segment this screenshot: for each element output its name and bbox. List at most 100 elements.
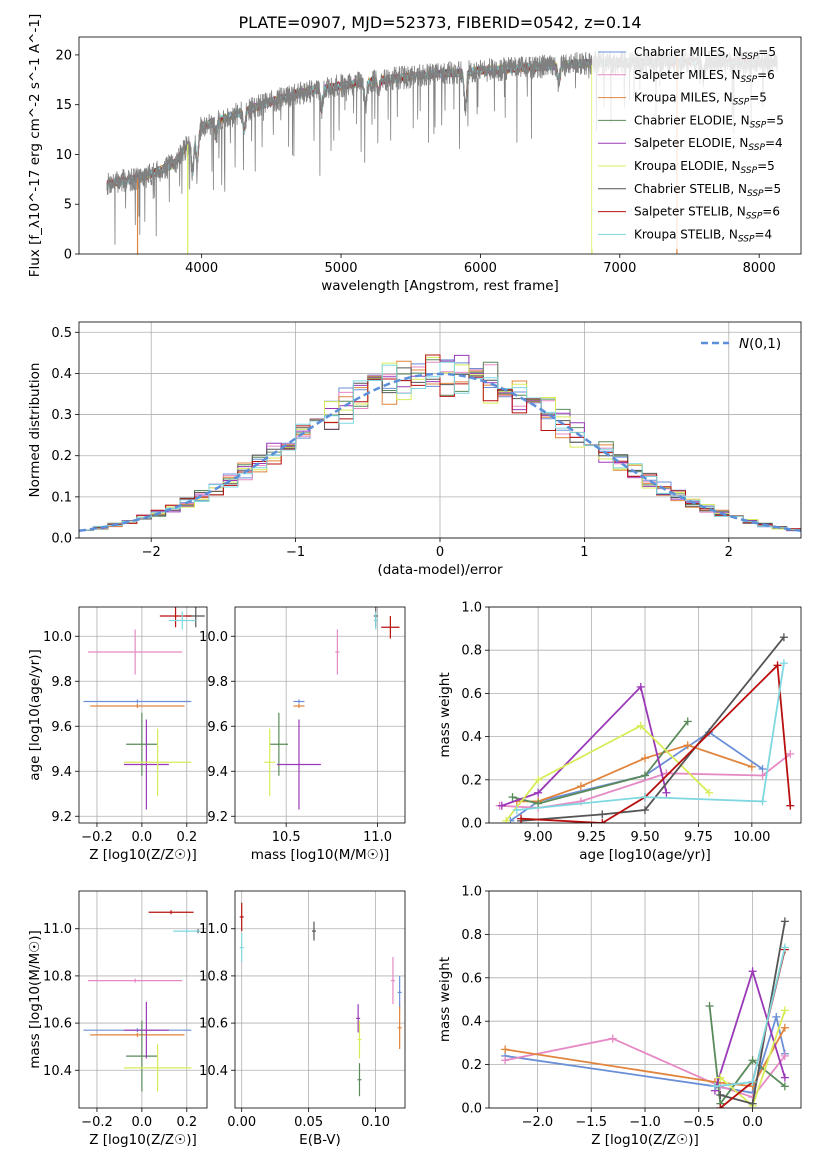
legend-background xyxy=(592,41,797,249)
tick-label-y: 9.6 xyxy=(207,720,228,735)
legend-entry: Salpeter ELODIE, NSSP=4 xyxy=(634,136,783,153)
tick-label-y: 10.8 xyxy=(43,969,72,984)
x-axis-label: Z [log10(Z/Z☉)] xyxy=(89,847,197,863)
tick-label-y: 0.4 xyxy=(51,367,72,382)
tick-label-y: 0.0 xyxy=(461,1102,482,1117)
tick-label-x: 9.50 xyxy=(631,830,660,845)
tick-label-y: 0.4 xyxy=(461,1015,482,1030)
tick-label-y: 0.1 xyxy=(51,490,72,505)
tick-label-y: 0.3 xyxy=(51,408,72,423)
tick-label-y: 5 xyxy=(64,198,72,213)
plot-area xyxy=(83,607,205,810)
mass-weight-line xyxy=(516,663,785,811)
legend-entry: N(0,1) xyxy=(739,336,781,352)
panel-mass-vs-Z: −0.2 0.0 0.2 10.4 10.6 10.8 11.0 Z [log10(Z/Z☉)… xyxy=(27,890,208,1148)
tick-label-x: −1.5 xyxy=(575,1115,607,1130)
tick-label-y: 10.6 xyxy=(199,1017,228,1032)
histogram-step-line xyxy=(79,361,801,538)
tick-label-x: −0.2 xyxy=(81,830,113,845)
tick-label-y: 1.0 xyxy=(461,885,482,900)
tick-label-x: 2 xyxy=(725,545,733,560)
tick-label-y: 0.8 xyxy=(461,644,482,659)
panel-age-vs-mass: 10.5 11.0 9.2 9.4 9.6 9.8 10.0 mass [log10(M/M☉… xyxy=(199,606,406,863)
tick-label-y: 9.4 xyxy=(207,765,228,780)
legend-entry: Salpeter MILES, NSSP=6 xyxy=(634,68,775,85)
tick-label-y: 0.2 xyxy=(461,1058,482,1073)
tick-label-y: 0.0 xyxy=(51,532,72,547)
mass-weight-line xyxy=(505,724,710,822)
axes-frame xyxy=(234,606,406,824)
tick-label-x: 0.0 xyxy=(742,1115,763,1130)
tick-label-y: 11.0 xyxy=(199,922,228,937)
axes-frame xyxy=(78,890,208,1109)
tick-label-x: −2.0 xyxy=(522,1115,554,1130)
tick-label-y: 0.2 xyxy=(461,773,482,788)
plot-area xyxy=(264,607,400,810)
axes-frame xyxy=(488,890,802,1109)
tick-label-y: 9.2 xyxy=(207,810,228,825)
x-axis-label: (data-model)/error xyxy=(377,562,503,578)
axes-frame xyxy=(78,36,802,255)
tick-label-x: 0.2 xyxy=(176,830,197,845)
mass-weight-line xyxy=(512,720,689,805)
panel-mass-vs-EBV: 0.00 0.05 0.10 10.4 10.6 10.8 11.0 E(B-V) xyxy=(199,890,406,1148)
legend-entry: Chabrier ELODIE, NSSP=5 xyxy=(634,113,784,130)
panel-residuals: −2 −1 0 1 2 0.0 0.1 0.2 0.3 0.4 0.5 (data-model)/er… xyxy=(27,321,802,578)
axes-frame xyxy=(78,606,208,824)
tick-label-y: 0.4 xyxy=(461,730,482,745)
tick-label-y: 0.2 xyxy=(51,449,72,464)
x-axis-label: Z [log10(Z/Z☉)] xyxy=(591,1132,699,1148)
tick-label-x: 4000 xyxy=(185,261,218,276)
histogram-step-line xyxy=(79,354,801,538)
tick-label-y: 10.0 xyxy=(199,630,228,645)
tick-label-x: 0.0 xyxy=(132,1115,153,1130)
mass-weight-line xyxy=(521,636,785,822)
x-axis-label: Z [log10(Z/Z☉)] xyxy=(89,1132,197,1148)
tick-label-x: 10.00 xyxy=(733,830,770,845)
tick-label-y: 9.8 xyxy=(51,675,72,690)
legend-entry: Chabrier STELIB, NSSP=5 xyxy=(634,182,781,199)
y-axis-label: Normed distribution xyxy=(27,363,43,498)
panel-mass-weight-vs-Z: −2.0 −1.5 −1.0 −0.5 0.0 0.0 0.2 0.4 0.6 0.8 1.0 Z [… xyxy=(437,885,802,1148)
y-axis-label: mass [log10(M/M☉)] xyxy=(27,930,43,1069)
legend-entry: Kroupa ELODIE, NSSP=5 xyxy=(634,159,775,176)
plot-area xyxy=(79,354,801,538)
tick-label-x: 9.25 xyxy=(577,830,606,845)
x-axis-label: wavelength [Angstrom, rest frame] xyxy=(321,278,559,294)
tick-label-x: −0.5 xyxy=(683,1115,715,1130)
x-axis-label: E(B-V) xyxy=(299,1132,341,1148)
tick-label-y: 11.0 xyxy=(43,922,72,937)
tick-label-y: 9.2 xyxy=(51,810,72,825)
tick-label-y: 10 xyxy=(55,148,72,163)
plot-area xyxy=(239,902,402,1097)
y-axis-label: mass weight xyxy=(437,672,453,757)
x-axis-label: mass [log10(M/M☉)] xyxy=(251,847,390,863)
axes-frame xyxy=(234,890,406,1109)
tick-label-y: 9.4 xyxy=(51,765,72,780)
tick-label-y: 9.8 xyxy=(207,675,228,690)
tick-label-x: 0.2 xyxy=(176,1115,197,1130)
tick-label-x: 1 xyxy=(580,545,588,560)
tick-label-y: 0.5 xyxy=(51,326,72,341)
y-axis-label: age [log10(age/yr)] xyxy=(27,649,43,781)
tick-label-x: 0.0 xyxy=(132,830,153,845)
tick-label-x: −1 xyxy=(286,545,305,560)
legend-entry: Kroupa STELIB, NSSP=4 xyxy=(634,227,772,244)
figure-title: PLATE=0907, MJD=52373, FIBERID=0542, z=0… xyxy=(238,13,641,32)
tick-label-y: 10.6 xyxy=(43,1017,72,1032)
tick-label-y: 10.0 xyxy=(43,630,72,645)
tick-label-x: 0.10 xyxy=(361,1115,390,1130)
tick-label-y: 15 xyxy=(55,98,72,113)
tick-label-x: 0 xyxy=(436,545,444,560)
tick-label-x: 10.5 xyxy=(272,830,301,845)
tick-label-x: 6000 xyxy=(464,261,497,276)
gaussian-reference-curve xyxy=(79,372,801,533)
axes-frame xyxy=(78,321,802,539)
axes-frame xyxy=(488,606,802,824)
plot-area xyxy=(83,910,201,1092)
y-axis-label: mass weight xyxy=(437,957,453,1042)
tick-label-y: 10.4 xyxy=(199,1064,228,1079)
tick-label-y: 10.8 xyxy=(199,969,228,984)
